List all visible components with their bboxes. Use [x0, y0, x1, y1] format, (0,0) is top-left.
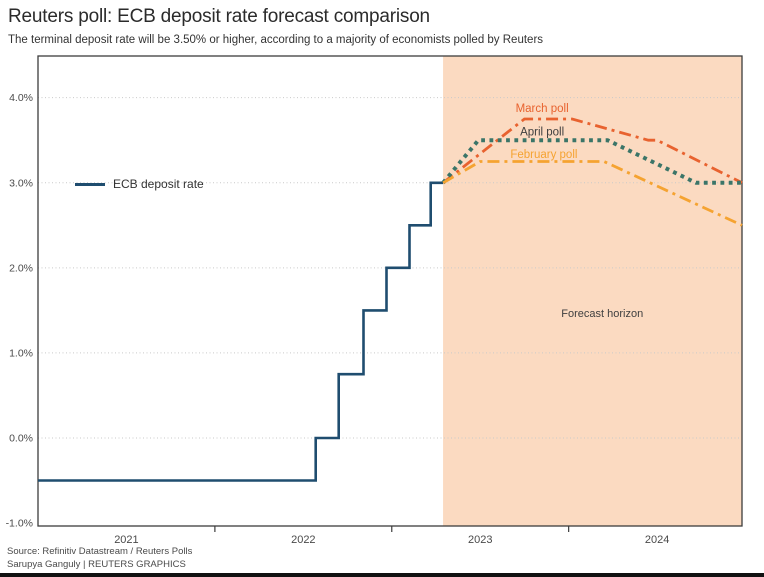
- y-tick-label: 1.0%: [9, 347, 33, 359]
- bottom-rule: [0, 573, 764, 577]
- page-title: Reuters poll: ECB deposit rate forecast …: [8, 6, 430, 27]
- x-tick-label: 2022: [291, 534, 315, 545]
- x-tick-label: 2024: [645, 534, 669, 545]
- y-tick-label: -1.0%: [6, 518, 33, 530]
- april-poll-line: [441, 138, 742, 185]
- february-poll-line: [442, 160, 743, 227]
- y-tick-label: 4.0%: [9, 92, 33, 104]
- legend: ECB deposit rate: [75, 177, 204, 191]
- page-subtitle: The terminal deposit rate will be 3.50% …: [8, 34, 544, 46]
- forecast-region: [443, 56, 742, 526]
- credit-line: Sarupya Ganguly | REUTERS GRAPHICS: [7, 559, 186, 570]
- legend-line-swatch: [75, 182, 105, 186]
- ecb-deposit-rate-line: [38, 181, 444, 482]
- series-label: April poll: [520, 127, 564, 139]
- plot-border: [37, 55, 743, 527]
- x-tick-label: 2023: [468, 534, 492, 545]
- chart-area: 4.0% 3.0% 2.0% 1.0% 0.0% -1.0% 2021 2022 2023 202…: [0, 53, 764, 546]
- source-line: Source: Refinitiv Datastream / Reuters P…: [7, 546, 193, 557]
- chart-canvas: 4.0% 3.0% 2.0% 1.0% 0.0% -1.0% 2021 2022 2023 202…: [6, 55, 743, 546]
- y-tick-label: 3.0%: [9, 177, 33, 189]
- legend-label: ECB deposit rate: [113, 177, 204, 191]
- y-tick-label: 0.0%: [9, 432, 33, 444]
- forecast-horizon-label: Forecast horizon: [561, 308, 643, 320]
- series-label: March poll: [516, 103, 569, 115]
- y-tick-label: 2.0%: [9, 262, 33, 274]
- series-label: February poll: [510, 149, 577, 161]
- x-tick-label: 2021: [114, 534, 138, 545]
- march-poll-line: [442, 117, 743, 185]
